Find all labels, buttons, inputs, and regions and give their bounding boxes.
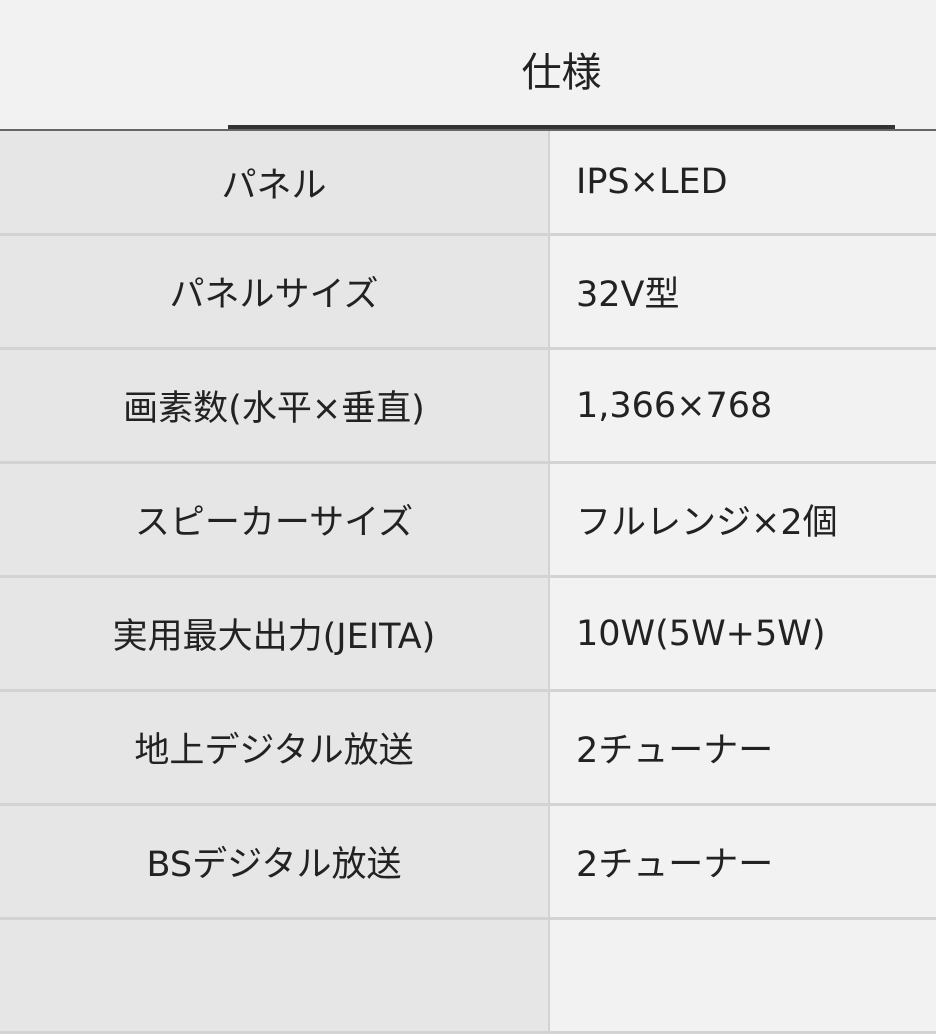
table-row: 画素数(水平×垂直) 1,366×768 (0, 350, 936, 464)
spec-label: 実用最大出力(JEITA) (0, 578, 550, 689)
spec-label: スピーカーサイズ (0, 464, 550, 575)
table-row: スピーカーサイズ フルレンジ×2個 (0, 464, 936, 578)
spec-label: パネルサイズ (0, 236, 550, 347)
spec-label: 地上デジタル放送 (0, 692, 550, 803)
spec-value: フルレンジ×2個 (550, 464, 936, 575)
spec-table: パネル IPS×LED パネルサイズ 32V型 画素数(水平×垂直) 1,366… (0, 131, 936, 1034)
table-row: パネルサイズ 32V型 (0, 236, 936, 350)
spec-value: 2チューナー (550, 806, 936, 917)
table-row (0, 920, 936, 1034)
spec-value: IPS×LED (550, 131, 936, 233)
tab-bar: 仕様 (0, 0, 936, 131)
table-row: BSデジタル放送 2チューナー (0, 806, 936, 920)
spec-value: 2チューナー (550, 692, 936, 803)
spec-label: BSデジタル放送 (0, 806, 550, 917)
table-row: パネル IPS×LED (0, 131, 936, 236)
divider (0, 129, 936, 131)
tab-specs[interactable]: 仕様 (228, 0, 895, 131)
spec-label (0, 920, 550, 1031)
spec-value: 32V型 (550, 236, 936, 347)
table-row: 実用最大出力(JEITA) 10W(5W+5W) (0, 578, 936, 692)
tab-label: 仕様 (521, 50, 602, 96)
spec-value: 1,366×768 (550, 350, 936, 461)
spec-value: 10W(5W+5W) (550, 578, 936, 689)
spec-label: パネル (0, 131, 550, 233)
spec-label: 画素数(水平×垂直) (0, 350, 550, 461)
active-tab-indicator (228, 125, 895, 131)
spec-value (550, 920, 936, 1031)
table-row: 地上デジタル放送 2チューナー (0, 692, 936, 806)
